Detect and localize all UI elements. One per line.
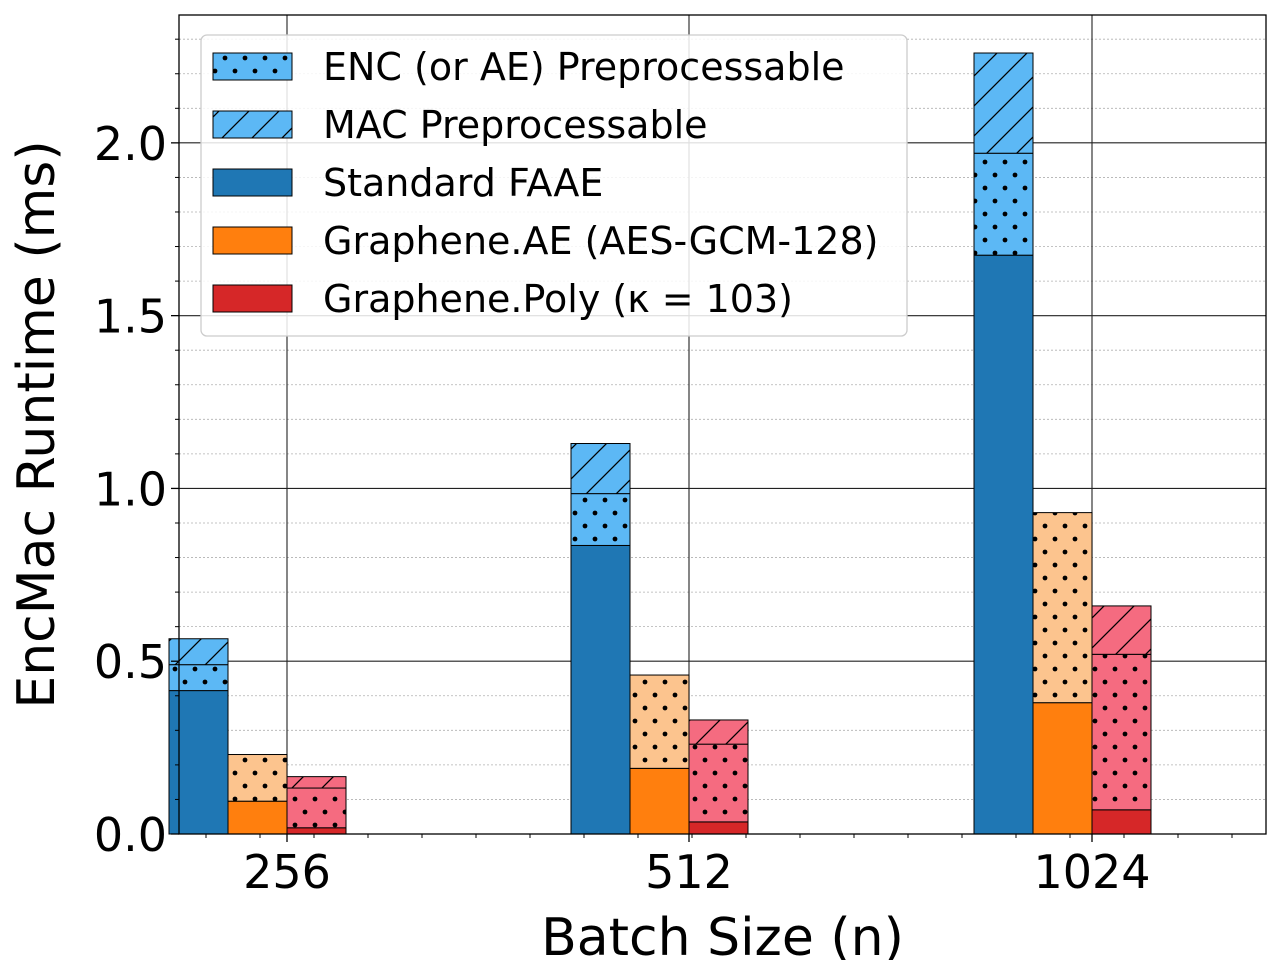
ticks: 0.0 0.5 1.0 1.5 2.0 256 512 1024: [94, 38, 1233, 899]
bar-base: [973, 254, 1034, 835]
legend-box: [200, 34, 908, 337]
bar-base: [168, 690, 229, 835]
y-tick-label: 0.0: [94, 808, 167, 862]
bar-enc-preprocessable-hatch: [571, 493, 630, 546]
x-tick-label: 1024: [1033, 845, 1150, 899]
bar-base: [227, 800, 288, 835]
bar-base: [629, 767, 690, 835]
bar-mac-preprocessable-hatch: [689, 719, 748, 745]
legend-swatch: [212, 168, 293, 197]
bar-enc-preprocessable-hatch: [974, 153, 1033, 256]
legend-label: MAC Preprocessable: [323, 103, 708, 147]
legend-label: Graphene.Poly (κ = 103): [323, 277, 793, 321]
plot-frame: [178, 14, 1267, 835]
bar-enc-preprocessable-hatch: [169, 664, 228, 691]
bar-enc-preprocessable-hatch: [1033, 512, 1092, 703]
bar-base: [1091, 809, 1152, 835]
bar-mac-preprocessable-hatch: [287, 776, 346, 789]
bar-base: [1032, 702, 1093, 835]
legend-label: Graphene.AE (AES-GCM-128): [323, 219, 878, 263]
bar-base: [286, 827, 347, 835]
bar-enc-preprocessable-hatch: [1092, 654, 1151, 810]
bar-base: [570, 544, 631, 835]
y-tick-label: 1.0: [94, 462, 167, 516]
legend-swatch: [212, 284, 293, 313]
legend-label: Standard FAAE: [323, 161, 603, 205]
y-tick-label: 1.5: [94, 290, 167, 344]
legend-swatch-hatch: [213, 111, 292, 138]
y-tick-label: 2.0: [94, 117, 167, 171]
bar-enc-preprocessable-hatch: [287, 788, 346, 828]
bar-mac-preprocessable-hatch: [1092, 605, 1151, 655]
bar-mac-preprocessable-hatch: [974, 53, 1033, 154]
bar-base: [688, 821, 749, 835]
legend-swatch-hatch: [213, 53, 292, 80]
bar-enc-preprocessable-hatch: [689, 744, 748, 822]
legend: ENC (or AE) Preprocessable MAC Preprocess…: [200, 34, 908, 337]
x-axis-title: Batch Size (n): [541, 908, 904, 960]
legend-label: ENC (or AE) Preprocessable: [323, 45, 845, 89]
y-tick-label: 0.5: [94, 635, 167, 689]
legend-swatch: [212, 226, 293, 255]
x-tick-label: 256: [243, 845, 331, 899]
bar-enc-preprocessable-hatch: [228, 754, 287, 802]
bar-enc-preprocessable-hatch: [630, 675, 689, 769]
x-tick-label: 512: [645, 845, 733, 899]
y-axis-title: EncMac Runtime (ms): [7, 140, 67, 708]
bar-mac-preprocessable-hatch: [571, 443, 630, 494]
